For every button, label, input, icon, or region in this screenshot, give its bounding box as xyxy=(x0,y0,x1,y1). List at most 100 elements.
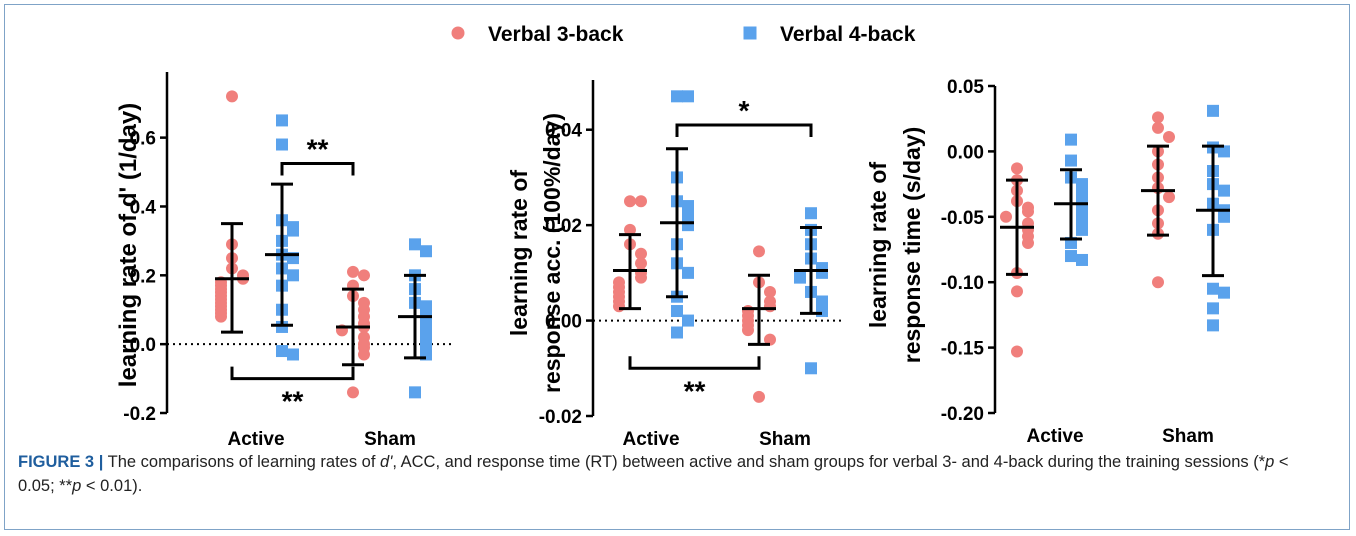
data-point-4back xyxy=(805,362,817,375)
y-tick-label: 0.0 xyxy=(130,335,156,356)
data-point-4back xyxy=(287,224,299,237)
data-point-4back xyxy=(1218,145,1230,158)
data-point-4back xyxy=(1218,184,1230,197)
data-point-4back xyxy=(816,305,828,318)
data-point-3back xyxy=(753,245,765,258)
data-point-4back xyxy=(816,295,828,308)
caption-stat1-p: p xyxy=(1265,453,1275,471)
figure-3-charts: Verbal 3-back Verbal 4-back -0.2 0.0 0.2 0.4… xyxy=(115,23,1230,450)
data-point-4back xyxy=(794,271,806,284)
caption-stat2-stars: ** xyxy=(59,477,73,495)
data-point-4back xyxy=(805,207,817,220)
data-point-4back xyxy=(1207,319,1219,332)
data-point-4back xyxy=(287,348,299,361)
x-category-label: Sham xyxy=(1162,426,1214,447)
data-point-3back xyxy=(635,195,647,208)
caption-separator: | xyxy=(98,453,104,471)
y-tick-label: 0.4 xyxy=(130,197,157,218)
data-point-3back xyxy=(347,265,359,278)
data-point-4back xyxy=(682,314,694,327)
figure-frame xyxy=(4,4,1350,530)
y-tick-label: -0.05 xyxy=(941,208,985,229)
data-point-3back xyxy=(764,300,776,313)
data-point-3back xyxy=(1152,276,1164,289)
data-point-3back xyxy=(613,300,625,313)
caption-figure-label: FIGURE 3 xyxy=(18,453,95,471)
data-point-4back xyxy=(1218,286,1230,299)
data-point-3back xyxy=(1022,205,1034,218)
data-point-3back xyxy=(1163,131,1175,144)
data-point-4back xyxy=(287,269,299,282)
caption-stat2-rest: < 0.01). xyxy=(81,477,143,495)
data-point-4back xyxy=(682,266,694,279)
data-point-3back xyxy=(742,324,754,337)
y-tick-label: -0.20 xyxy=(941,404,984,425)
data-point-3back xyxy=(753,390,765,403)
data-point-3back xyxy=(635,271,647,284)
x-category-label: Active xyxy=(227,429,284,450)
x-category-label: Sham xyxy=(364,429,416,450)
data-point-3back xyxy=(1011,345,1023,358)
legend: Verbal 3-back Verbal 4-back xyxy=(451,23,916,46)
legend-label: Verbal 4-back xyxy=(780,23,916,46)
data-point-4back xyxy=(1065,133,1077,146)
y-axis-label: response time (s/day) xyxy=(899,127,925,363)
y-tick-label: -0.15 xyxy=(941,339,985,360)
data-point-4back xyxy=(276,345,288,358)
data-point-3back xyxy=(215,310,227,323)
data-point-3back xyxy=(764,285,776,298)
y-tick-label: -0.02 xyxy=(539,407,582,428)
data-point-3back xyxy=(1163,191,1175,204)
data-point-4back xyxy=(682,209,694,222)
significance-bracket xyxy=(628,356,761,370)
data-point-3back xyxy=(1022,236,1034,249)
data-point-3back xyxy=(1152,121,1164,134)
legend-label: Verbal 3-back xyxy=(488,23,624,46)
y-axis-label: learning rate of xyxy=(506,170,532,336)
data-point-4back xyxy=(671,305,683,318)
legend-marker-3back xyxy=(451,26,465,40)
data-point-4back xyxy=(1218,210,1230,223)
data-point-3back xyxy=(1152,111,1164,124)
y-tick-label: 0.2 xyxy=(130,266,156,287)
data-point-4back xyxy=(1076,253,1088,266)
data-point-3back xyxy=(635,257,647,270)
significance-bracket xyxy=(280,161,355,176)
data-point-4back xyxy=(682,90,694,103)
caption-stat1-rest: < 0.05; xyxy=(18,453,1289,495)
caption-stat2-p: p xyxy=(72,477,82,495)
data-point-4back xyxy=(1065,250,1077,263)
data-point-4back xyxy=(420,245,432,258)
y-axis-label: learning rate of xyxy=(865,162,891,328)
y-tick-label: 0.00 xyxy=(947,142,984,163)
significance-label: ** xyxy=(307,133,329,164)
data-point-3back xyxy=(226,90,238,103)
y-tick-label: 0.00 xyxy=(545,312,582,333)
caption-text-part-1: The comparisons of learning rates of xyxy=(107,453,381,471)
data-point-3back xyxy=(358,348,370,361)
data-point-4back xyxy=(1207,302,1219,315)
data-point-4back xyxy=(816,266,828,279)
data-point-3back xyxy=(1011,162,1023,175)
y-tick-label: 0.04 xyxy=(545,121,582,142)
data-point-4back xyxy=(1207,282,1219,295)
data-point-3back xyxy=(1011,285,1023,298)
legend-marker-4back xyxy=(743,26,757,40)
data-point-4back xyxy=(1207,104,1219,117)
data-point-3back xyxy=(624,195,636,208)
y-tick-label: 0.6 xyxy=(130,129,156,150)
data-point-4back xyxy=(682,200,694,213)
significance-bracket xyxy=(675,123,813,137)
y-tick-label: -0.10 xyxy=(941,273,984,294)
data-point-3back xyxy=(764,333,776,346)
significance-label: ** xyxy=(684,375,706,406)
data-point-4back xyxy=(409,386,421,399)
data-point-4back xyxy=(276,138,288,151)
data-point-4back xyxy=(409,238,421,251)
x-category-label: Active xyxy=(622,429,679,450)
significance-label: * xyxy=(739,95,750,126)
y-axis-label: learning rate of d' (1/day) xyxy=(115,103,142,387)
data-point-3back xyxy=(624,223,636,236)
